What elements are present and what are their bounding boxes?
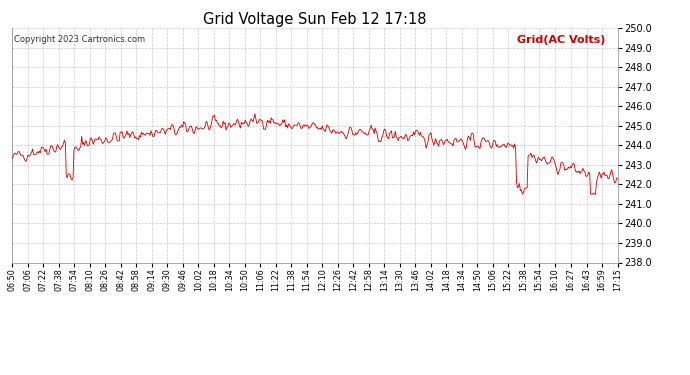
Title: Grid Voltage Sun Feb 12 17:18: Grid Voltage Sun Feb 12 17:18 [204,12,426,27]
Text: Grid(AC Volts): Grid(AC Volts) [517,35,605,45]
Text: Copyright 2023 Cartronics.com: Copyright 2023 Cartronics.com [14,35,145,44]
